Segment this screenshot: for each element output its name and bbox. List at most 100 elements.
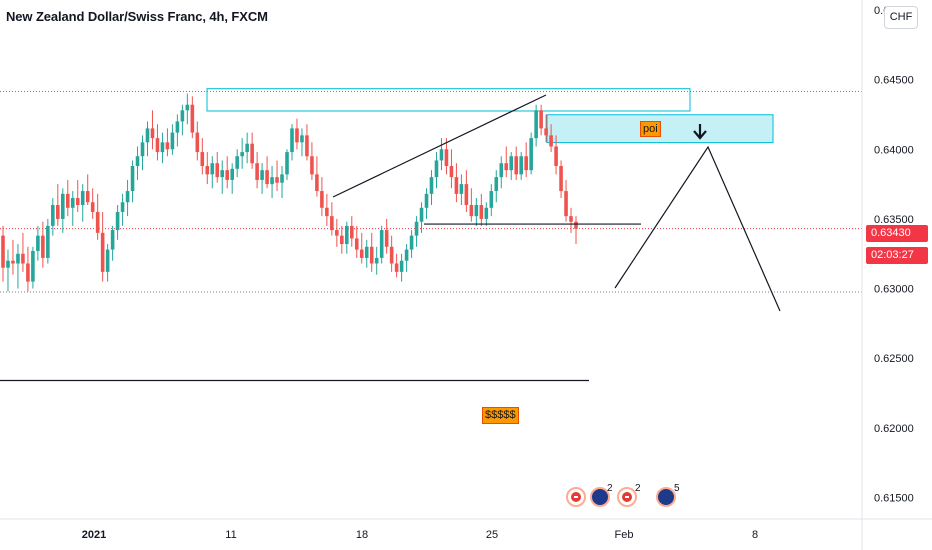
candle-body	[285, 152, 289, 175]
candle-body	[195, 132, 200, 153]
candle-body	[150, 128, 155, 139]
candle-body	[260, 170, 264, 180]
time-tick-label: 18	[356, 529, 368, 541]
candle-body	[509, 156, 514, 171]
candle-body	[250, 143, 254, 164]
candle-body	[559, 166, 563, 192]
candle-body	[215, 163, 220, 178]
candle-body	[180, 110, 185, 122]
candle-body	[504, 163, 509, 171]
candle-body	[354, 238, 359, 250]
symbol-title: New Zealand Dollar/Swiss Franc, 4h, FXCM	[6, 9, 268, 24]
candle-body	[325, 207, 329, 217]
candle-body	[544, 128, 548, 136]
candle-body	[409, 235, 414, 250]
candle-body	[220, 170, 225, 178]
candle-body	[554, 146, 558, 166]
candle-body	[330, 216, 334, 231]
event-count-1: 2	[607, 483, 613, 494]
candle-body	[494, 177, 499, 192]
time-tick-label: Feb	[615, 529, 634, 541]
candle-body	[315, 174, 319, 192]
currency-button[interactable]: CHF	[884, 6, 918, 29]
candle-body	[404, 249, 409, 261]
candle-body	[514, 156, 519, 175]
countdown-tag: 02:03:27	[866, 247, 928, 264]
candle-body	[449, 166, 454, 178]
liquidity-label[interactable]: $$$$$	[482, 407, 519, 424]
candle-body	[464, 184, 469, 205]
last-price-tag: 0.63430	[866, 225, 928, 242]
candle-body	[345, 225, 349, 244]
candle-body	[255, 163, 259, 180]
candle-body	[534, 110, 538, 139]
candle-body	[170, 132, 175, 150]
nz-flag-event-icon[interactable]	[590, 487, 610, 507]
candle-body	[56, 205, 60, 219]
candle-body	[429, 177, 434, 194]
candle-body	[519, 156, 523, 175]
candle-body	[364, 246, 369, 258]
candle-body	[295, 128, 299, 143]
candle-body	[175, 121, 180, 133]
event-icon-2[interactable]	[617, 487, 637, 507]
candle-body	[240, 152, 244, 157]
candle-body	[335, 230, 339, 236]
candle-body	[300, 135, 304, 143]
candle-body	[125, 191, 130, 203]
trend-line	[332, 94, 547, 198]
candle-body	[374, 257, 379, 264]
candle-body	[51, 205, 55, 226]
candle-body	[235, 156, 239, 169]
candle-body	[484, 207, 489, 219]
event-count-3: 5	[674, 483, 680, 494]
price-tick-label: 0.61500	[874, 493, 914, 505]
candle-body	[205, 166, 210, 175]
candle-body	[16, 253, 20, 264]
candle-body	[349, 225, 354, 239]
down-arrow-head-icon	[693, 130, 707, 140]
candle-body	[499, 163, 504, 178]
candle-body	[564, 191, 568, 217]
candle-body	[389, 246, 394, 264]
candle-body	[115, 211, 120, 231]
candle-body	[11, 260, 15, 264]
candle-body	[280, 174, 284, 183]
candle-body	[160, 142, 165, 153]
candle-body	[524, 156, 528, 171]
candle-body	[245, 143, 249, 153]
nz-flag-event-icon-2[interactable]	[656, 487, 676, 507]
poi-label[interactable]: poi	[640, 121, 661, 137]
candle-body	[469, 205, 474, 217]
candle-body	[65, 193, 70, 208]
candle-body	[190, 104, 195, 133]
candle-body	[140, 142, 145, 157]
candle-body	[60, 193, 65, 219]
candle-body	[130, 166, 135, 192]
candle-body	[85, 191, 90, 203]
candle-body	[185, 104, 190, 111]
price-tick-label: 0.63500	[874, 214, 914, 226]
candle-body	[135, 156, 140, 166]
candle-body	[165, 142, 170, 150]
candle-body	[569, 216, 573, 222]
candle-body	[320, 191, 324, 208]
candle-body	[424, 193, 429, 208]
candle-body	[359, 249, 364, 258]
candle-body	[340, 235, 344, 244]
event-icon-1[interactable]	[566, 487, 586, 507]
candle-body	[145, 128, 150, 143]
candle-body	[36, 235, 40, 251]
candle-body	[6, 260, 10, 268]
candle-body	[41, 235, 45, 258]
candle-body	[110, 230, 115, 250]
price-tick-label: 0.64000	[874, 144, 914, 156]
candle-body	[479, 205, 484, 219]
candle-body	[1, 235, 5, 268]
candle-body	[270, 177, 274, 185]
time-tick-label: 8	[752, 529, 758, 541]
candle-body	[90, 202, 95, 212]
candle-body	[230, 168, 234, 180]
